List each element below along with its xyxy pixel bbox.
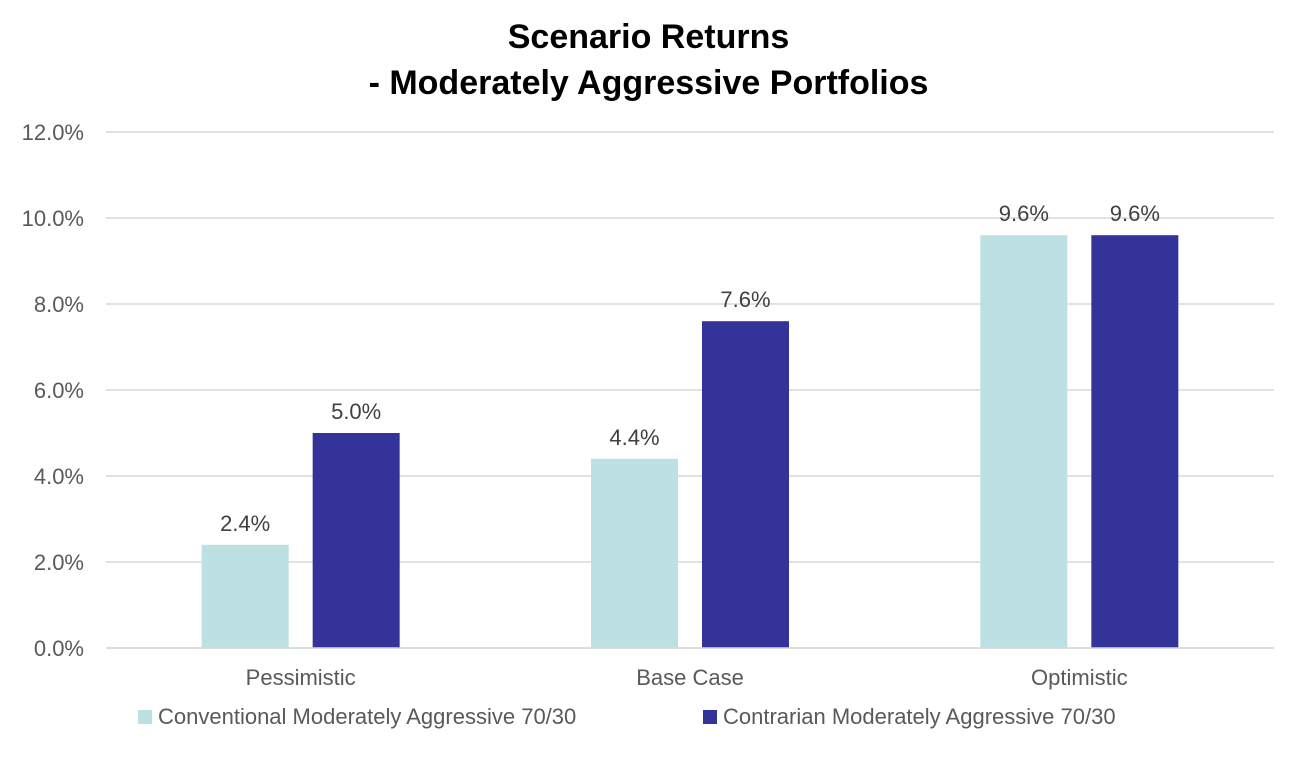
chart-title-line-2: - Moderately Aggressive Portfolios	[368, 64, 929, 102]
legend-swatch	[138, 710, 152, 724]
bar	[591, 458, 678, 648]
x-tick-label: Base Case	[636, 665, 744, 690]
data-label: 4.4%	[609, 425, 659, 450]
legend-label: Contrarian Moderately Aggressive 70/30	[723, 704, 1116, 729]
data-label: 5.0%	[331, 399, 381, 424]
x-tick-label: Optimistic	[1031, 665, 1128, 690]
y-tick-label: 4.0%	[34, 464, 84, 489]
y-tick-label: 0.0%	[34, 636, 84, 661]
data-label: 7.6%	[720, 287, 770, 312]
legend-swatch	[703, 710, 717, 724]
data-label: 9.6%	[1110, 201, 1160, 226]
y-tick-label: 6.0%	[34, 378, 84, 403]
legend-label: Conventional Moderately Aggressive 70/30	[158, 704, 576, 729]
bar	[702, 321, 789, 648]
y-tick-label: 10.0%	[22, 206, 84, 231]
data-label: 9.6%	[999, 201, 1049, 226]
y-tick-label: 12.0%	[22, 120, 84, 145]
bar	[312, 433, 400, 648]
bar	[1091, 235, 1179, 648]
bar	[980, 235, 1068, 648]
x-tick-label: Pessimistic	[246, 665, 356, 690]
y-tick-label: 2.0%	[34, 550, 84, 575]
y-tick-label: 8.0%	[34, 292, 84, 317]
chart-title-line-1: Scenario Returns	[507, 18, 790, 56]
bar	[201, 544, 289, 648]
data-label: 2.4%	[220, 511, 270, 536]
